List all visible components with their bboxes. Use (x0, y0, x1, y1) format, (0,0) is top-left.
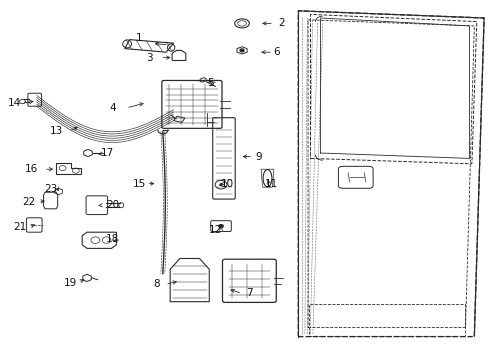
Text: 19: 19 (64, 278, 78, 288)
Text: 6: 6 (272, 47, 279, 57)
Text: 16: 16 (25, 164, 39, 174)
Text: 8: 8 (153, 279, 160, 289)
Text: 21: 21 (13, 222, 26, 232)
Text: 12: 12 (208, 225, 222, 235)
Circle shape (218, 224, 224, 228)
Text: 18: 18 (105, 234, 119, 244)
Circle shape (219, 183, 223, 186)
Text: 22: 22 (22, 197, 36, 207)
Text: 17: 17 (101, 148, 114, 158)
Text: 1: 1 (136, 33, 142, 43)
Text: 9: 9 (255, 152, 262, 162)
Text: 4: 4 (109, 103, 116, 113)
Text: 3: 3 (145, 53, 152, 63)
Text: 10: 10 (221, 179, 233, 189)
Text: 11: 11 (264, 179, 278, 189)
Text: 7: 7 (245, 288, 252, 298)
Text: 15: 15 (132, 179, 146, 189)
Text: 23: 23 (44, 184, 58, 194)
Text: 20: 20 (106, 200, 119, 210)
Text: 2: 2 (277, 18, 284, 28)
Text: 13: 13 (49, 126, 63, 136)
Text: 5: 5 (206, 78, 213, 88)
Text: 14: 14 (8, 98, 21, 108)
Circle shape (240, 49, 244, 52)
